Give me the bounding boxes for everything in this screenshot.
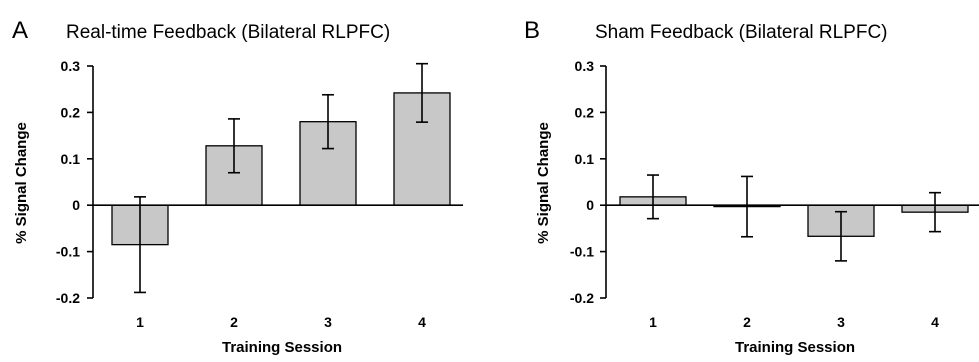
panel-a-ytick-label: 0.1 [61,151,81,167]
panel-b-xtick-label: 2 [743,314,751,330]
panel-a-marks: 0.3 0.2 0.1 0 -0.1 -0.2 1 2 3 4 [56,58,463,330]
panel-b-title: Sham Feedback (Bilateral RLPFC) [595,22,888,43]
panel-a-xtick-label: 2 [230,314,238,330]
panel-b-ytick-label: 0.3 [575,58,595,74]
panel-a-ytick-label: 0.2 [61,104,81,120]
panel-a-xtick-label: 4 [418,314,426,330]
panel-b-ytick-label: 0.2 [575,104,595,120]
panel-a-letter: A [12,17,28,44]
panel-b-xtick-label: 4 [931,314,939,330]
panel-a-xlabel: Training Session [222,339,342,356]
panel-b-ytick-label: 0.1 [575,151,595,167]
panel-a-xtick-label: 3 [324,314,332,330]
panel-b-ytick-label: -0.2 [570,290,594,306]
panel-b-xtick-label: 3 [837,314,845,330]
panel-b-marks: 0.3 0.2 0.1 0 -0.1 -0.2 1 2 3 4 [570,58,979,330]
panel-a-bar-4 [393,92,451,206]
panel-a-title: Real-time Feedback (Bilateral RLPFC) [66,22,390,43]
panel-a-ytick-label: 0 [72,197,80,213]
panel-b-ylabel: % Signal Change [535,122,552,244]
panel-b-xtick-label: 1 [649,314,657,330]
panel-a-ytick-label: -0.1 [56,244,80,260]
panel-b-xlabel: Training Session [735,339,855,356]
panel-a-xtick-label: 1 [136,314,144,330]
panel-a: A Real-time Feedback (Bilateral RLPFC) %… [12,17,463,356]
panel-a-ytick-label: -0.2 [56,290,80,306]
panel-a-ytick-label: 0.3 [61,58,81,74]
panel-b-letter: B [524,17,540,44]
panel-b-ytick-label: 0 [586,197,594,213]
panel-b-ytick-label: -0.1 [570,244,594,260]
panel-a-ylabel: % Signal Change [13,122,30,244]
panel-b: B Sham Feedback (Bilateral RLPFC) % Sign… [524,17,979,356]
